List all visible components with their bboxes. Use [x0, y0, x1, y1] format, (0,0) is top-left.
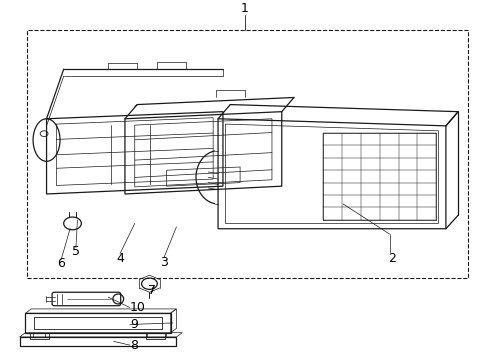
Text: 4: 4	[116, 252, 124, 265]
Text: 8: 8	[130, 339, 138, 352]
Text: 1: 1	[241, 2, 249, 15]
Bar	[25, 313, 171, 333]
Text: 2: 2	[388, 252, 396, 265]
Text: 10: 10	[130, 301, 146, 314]
Bar	[30, 333, 49, 339]
Text: 7: 7	[148, 284, 156, 297]
Text: 6: 6	[57, 257, 65, 270]
Bar	[146, 333, 165, 339]
Text: 9: 9	[130, 318, 138, 331]
Bar	[20, 337, 176, 346]
Text: 3: 3	[160, 256, 168, 269]
Bar	[27, 30, 468, 278]
Bar	[34, 317, 162, 329]
Text: 5: 5	[72, 245, 80, 258]
